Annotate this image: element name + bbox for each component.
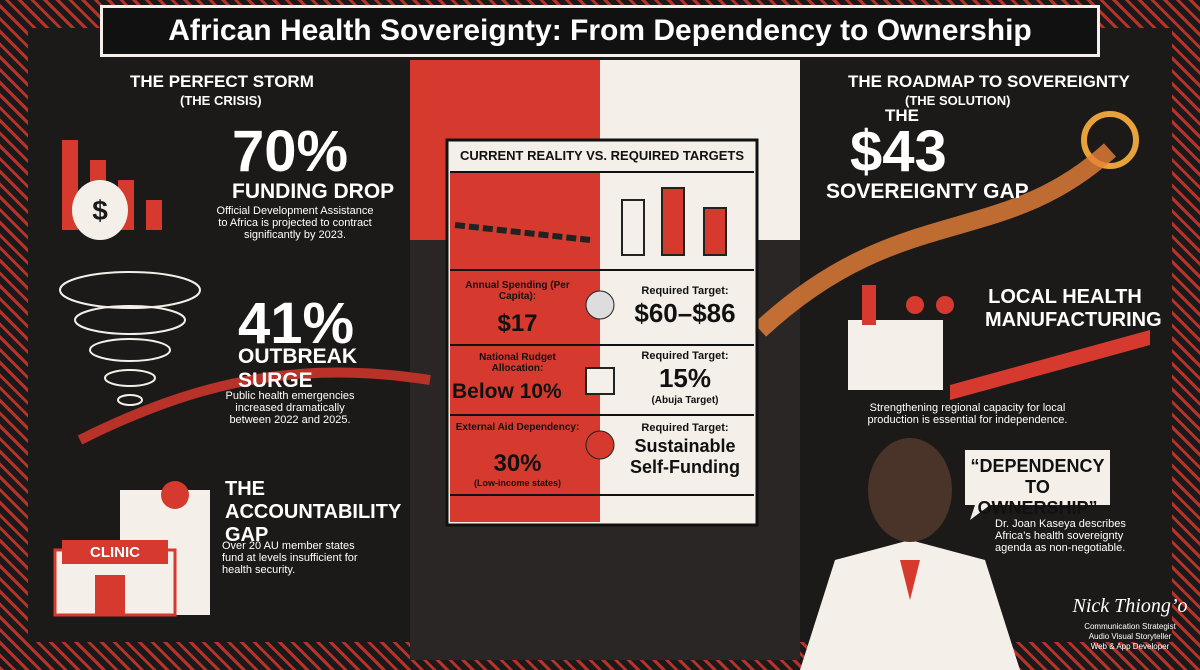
panel-title: CURRENT REALITY VS. REQUIRED TARGETS <box>459 148 745 163</box>
tornado <box>59 271 201 406</box>
dollar-icon: $ <box>92 195 108 226</box>
comparison-panel <box>445 138 759 527</box>
current-label: External Aid Dependency: <box>455 422 580 433</box>
factory <box>848 285 1150 400</box>
current-label: Annual Spending (Per Capita): <box>465 280 570 302</box>
signature: Nick Thiong’o <box>1072 595 1188 617</box>
stat-value: 41% <box>238 291 355 356</box>
current-label: National Rudget Allocation: <box>479 352 556 374</box>
current-value: Below 10% <box>452 380 562 403</box>
target-note: (Abuja Target) <box>651 395 719 406</box>
stat-value: 70% <box>232 119 349 184</box>
target-value: $60–$86 <box>634 298 736 328</box>
clinic <box>53 481 210 617</box>
section-heading: THE PERFECT STORM <box>130 72 314 91</box>
clinic-sign: CLINIC <box>90 544 140 561</box>
manufacturing-heading: LOCAL HEALTH MANUFACTURING <box>985 286 1162 331</box>
title-box: African Health Sovereignty: From Depende… <box>100 5 1100 57</box>
target-label: Required Target: <box>641 422 729 434</box>
signature-role: Audio Visual Storyteller <box>1088 632 1172 641</box>
quote-text: Dr. Joan Kaseya describes Africa’s healt… <box>995 518 1126 554</box>
section-subheading: (THE CRISIS) <box>180 93 262 108</box>
stat-text: Public health emergencies increased dram… <box>225 390 355 426</box>
ribbon <box>77 367 431 445</box>
section-subheading: (THE SOLUTION) <box>905 93 1011 108</box>
target-label: Required Target: <box>641 285 729 297</box>
signature-role: Communication Strategist <box>1084 622 1176 631</box>
sun <box>1081 111 1139 169</box>
gap-label: SOVEREIGNTY GAP <box>826 180 1029 203</box>
money-bag <box>72 180 128 240</box>
quote: “DEPENDENCY TO OWNERSHIP” <box>970 456 1105 518</box>
current-note: (Low-income states) <box>473 478 561 488</box>
section-heading: THE ROADMAP TO SOVEREIGNTY <box>848 72 1130 91</box>
gap-value: $43 <box>850 119 947 184</box>
signature-role: Web & App Developer <box>1090 642 1170 651</box>
gap-prefix: THE <box>885 106 919 125</box>
stat-label: THE ACCOUNTABILITY GAP <box>225 478 401 546</box>
stat-text: Over 20 AU member states fund at levels … <box>222 540 358 576</box>
portrait <box>800 438 1020 670</box>
stat-text: Official Development Assistance to Afric… <box>216 205 374 241</box>
manufacturing-text: Strengthening regional capacity for loca… <box>867 402 1068 426</box>
speech-bubble <box>965 450 1110 520</box>
current-value: 30% <box>493 450 542 477</box>
target-value: Sustainable Self-Funding <box>630 436 740 477</box>
stat-label: FUNDING DROP <box>232 180 395 203</box>
road <box>753 143 1117 337</box>
stat-label: OUTBREAK SURGE <box>238 345 357 392</box>
current-value: $17 <box>497 310 538 337</box>
target-label: Required Target: <box>641 350 729 362</box>
target-value: 15% <box>658 363 712 393</box>
